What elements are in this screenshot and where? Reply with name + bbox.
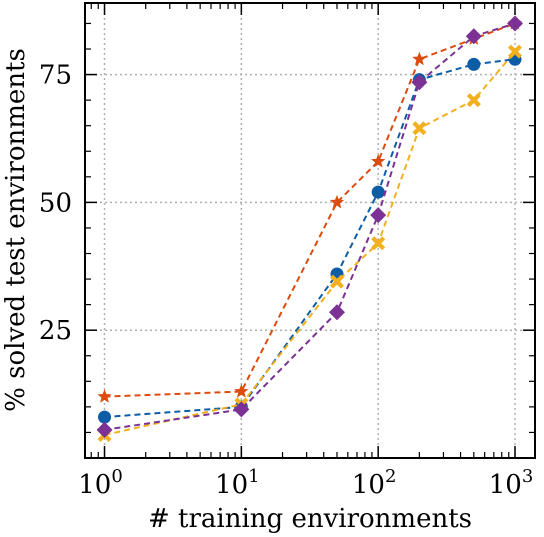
series-layer <box>96 15 524 442</box>
series-line <box>104 58 516 419</box>
data-point-star <box>412 51 427 66</box>
data-point-x <box>508 44 523 59</box>
series-2 <box>97 44 523 442</box>
x-axis-title: # training environments <box>148 504 472 534</box>
grid-lines <box>85 3 535 458</box>
data-point-star <box>97 389 112 403</box>
series-line <box>104 50 516 436</box>
data-point-star <box>329 194 345 209</box>
data-point-star <box>234 384 249 398</box>
data-point-diamond <box>411 74 428 91</box>
x-tick-label: 102 <box>352 466 397 500</box>
series-0 <box>98 52 522 424</box>
y-axis-title: % solved test environments <box>1 48 31 412</box>
series-line <box>104 22 516 431</box>
tick-labels: 100 101 102 103 25 50 75 <box>39 61 533 500</box>
y-tick-label: 50 <box>39 188 72 218</box>
data-point-x <box>412 121 427 136</box>
data-point-diamond <box>465 28 482 45</box>
data-point-circle <box>98 410 112 424</box>
data-point-circle <box>467 57 481 71</box>
y-tick-label: 25 <box>39 316 72 346</box>
x-tick-label: 100 <box>78 466 123 500</box>
data-point-x <box>329 274 344 289</box>
data-point-diamond <box>370 207 387 224</box>
axis-ticks <box>85 3 535 458</box>
y-tick-label: 75 <box>39 61 72 91</box>
data-point-star <box>371 153 386 168</box>
data-point-diamond <box>233 401 250 418</box>
data-point-diamond <box>96 421 113 438</box>
data-point-x <box>371 236 386 251</box>
series-3 <box>96 15 524 438</box>
x-tick-label: 101 <box>215 466 260 500</box>
x-tick-label: 103 <box>489 466 534 500</box>
plot-frame <box>84 2 536 459</box>
data-point-diamond <box>507 15 524 32</box>
data-point-x <box>466 93 481 108</box>
data-point-diamond <box>328 304 345 321</box>
data-point-circle <box>371 185 385 199</box>
